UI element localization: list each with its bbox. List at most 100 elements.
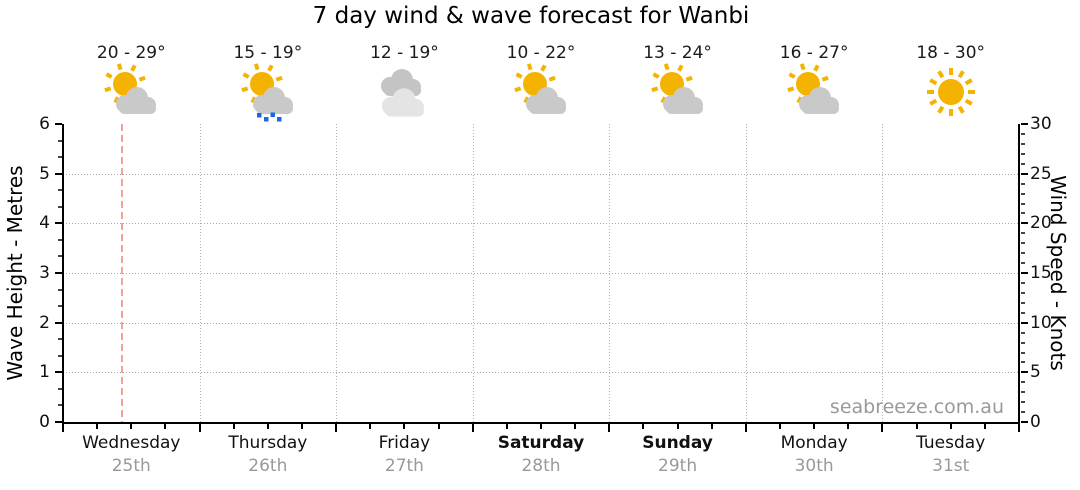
wind-minor-tick [1021, 341, 1025, 344]
wave-tick-label: 2 [39, 312, 50, 333]
wind-minor-tick [1021, 361, 1025, 364]
chart-title: 7 day wind & wave forecast for Wanbi [312, 3, 750, 29]
temp-range: 18 - 30° [916, 43, 986, 63]
wind-major-tick [1021, 172, 1028, 175]
time-minor-tick [96, 424, 99, 429]
day-date: 29th [658, 456, 698, 476]
wind-tick-label: 15 [1030, 263, 1052, 283]
day-date: 26th [248, 456, 288, 476]
wind-minor-tick [1021, 202, 1025, 205]
wave-minor-tick [58, 255, 62, 258]
partly-cloudy-showers-icon [241, 63, 293, 122]
wind-minor-tick [1021, 311, 1025, 314]
day-date: 25th [111, 456, 151, 476]
day-column: 10 - 22° Saturday 28th [473, 0, 610, 490]
wind-major-tick [1021, 421, 1028, 423]
day-boundary-gridline [882, 124, 884, 422]
plot-area: seabreeze.com.au [63, 124, 1019, 422]
wave-tick-label: 0 [39, 412, 50, 432]
day-column: 12 - 19° Friday 27th [336, 0, 473, 490]
h-gridline [63, 322, 1019, 324]
day-name: Friday [378, 433, 431, 453]
time-minor-tick [847, 424, 850, 429]
wave-minor-tick [58, 238, 62, 241]
temp-range: 16 - 27° [779, 43, 849, 63]
left-axis-line [62, 124, 64, 424]
temp-range: 10 - 22° [506, 43, 576, 63]
day-boundary-gridline [609, 124, 611, 422]
wave-tick-label: 4 [39, 213, 50, 234]
wind-minor-tick [1021, 351, 1025, 354]
wind-tick-label: 30 [1030, 114, 1052, 134]
day-date: 28th [521, 456, 561, 476]
weather-icon-box [782, 62, 846, 122]
current-time-marker [121, 124, 123, 422]
wave-tick-label: 3 [39, 263, 50, 283]
time-minor-tick [505, 424, 508, 429]
wind-minor-tick [1021, 232, 1025, 235]
weather-icon-box [646, 62, 710, 122]
wind-tick-label: 5 [1030, 362, 1041, 383]
wave-minor-tick [58, 305, 62, 308]
wind-minor-tick [1021, 411, 1025, 414]
wind-major-tick [1021, 272, 1028, 274]
wind-tick-label: 0 [1030, 412, 1041, 432]
weather-icon-box [236, 62, 300, 122]
wave-minor-tick [58, 139, 62, 142]
wave-tick-label: 1 [39, 362, 50, 383]
time-minor-tick [710, 424, 713, 429]
wind-major-tick [1021, 222, 1028, 225]
wind-minor-tick [1021, 212, 1025, 215]
day-date: 27th [384, 456, 424, 476]
wind-minor-tick [1021, 242, 1025, 245]
wave-major-tick [55, 421, 62, 423]
wind-minor-tick [1021, 252, 1025, 255]
day-boundary-tick [198, 424, 201, 432]
wind-minor-tick [1021, 192, 1025, 195]
time-minor-tick [813, 424, 816, 429]
time-minor-tick [301, 424, 303, 429]
wave-minor-tick [58, 387, 62, 390]
wind-minor-tick [1021, 162, 1025, 165]
wave-minor-tick [58, 189, 62, 192]
wave-minor-tick [58, 338, 62, 341]
time-minor-tick [676, 424, 679, 429]
weather-icon-box [509, 62, 573, 122]
wind-minor-tick [1021, 132, 1025, 135]
temp-range: 12 - 19° [370, 43, 439, 63]
day-column: 16 - 27° Monday 30th [746, 0, 883, 490]
time-minor-tick [369, 424, 372, 429]
time-minor-tick [915, 424, 918, 429]
day-date: 31st [932, 456, 970, 476]
wave-minor-tick [58, 156, 62, 159]
wind-minor-tick [1021, 391, 1025, 394]
weather-icon-box [372, 62, 436, 122]
wave-major-tick [55, 222, 62, 225]
day-boundary-gridline [199, 124, 201, 422]
partly-cloudy-icon [514, 63, 566, 114]
time-minor-tick [642, 424, 645, 429]
day-name: Tuesday [916, 433, 986, 453]
wave-major-tick [55, 371, 62, 374]
wind-minor-tick [1021, 152, 1025, 155]
weather-icon-box [919, 62, 983, 122]
time-minor-tick [949, 424, 952, 429]
day-name: Sunday [642, 433, 713, 453]
day-date: 30th [794, 456, 834, 476]
right-axis-line [1018, 124, 1020, 424]
wave-major-tick [55, 172, 62, 175]
wind-tick-label: 10 [1030, 312, 1052, 333]
h-gridline [63, 273, 1019, 274]
time-minor-tick [164, 424, 167, 429]
day-column: 20 - 29° Wednesday 25th [63, 0, 200, 490]
temp-range: 13 - 24° [643, 43, 712, 63]
wind-major-tick [1021, 123, 1028, 125]
wind-minor-tick [1021, 262, 1025, 265]
cloudy-icon [381, 69, 425, 117]
time-minor-tick [266, 424, 269, 429]
wind-minor-tick [1021, 381, 1025, 384]
wave-minor-tick [58, 404, 62, 407]
bottom-axis-line [62, 422, 1020, 424]
wind-minor-tick [1021, 401, 1025, 404]
